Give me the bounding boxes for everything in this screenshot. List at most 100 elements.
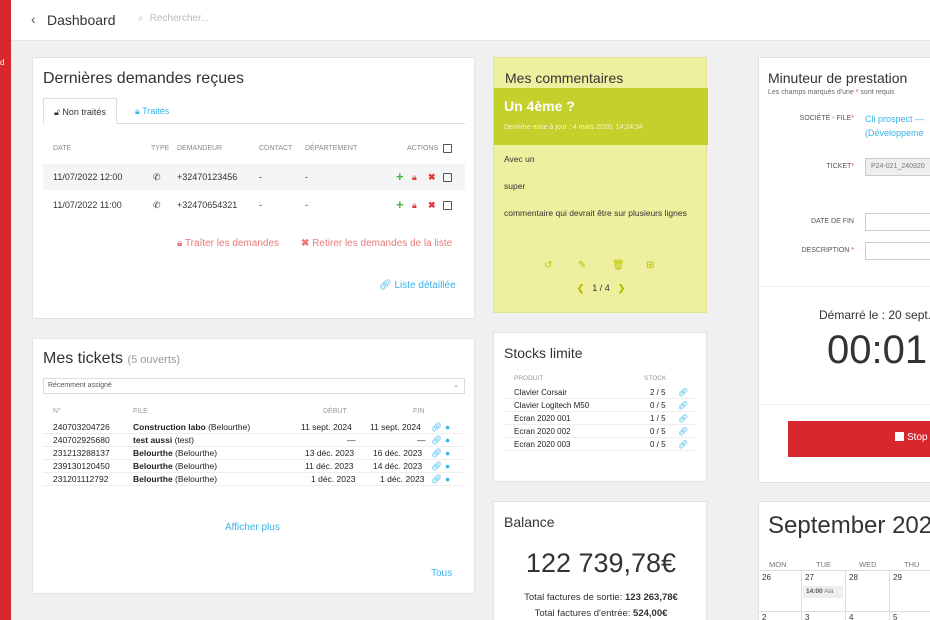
link-icon[interactable]: 🔗︎ <box>431 461 442 471</box>
table-row[interactable]: Clavier Logitech M50 0 / 5 🔗︎ <box>504 400 696 412</box>
comment-icon[interactable]: ● <box>445 448 451 458</box>
comment-icon[interactable]: ● <box>445 435 451 445</box>
retirer-label: Retirer les demandes de la liste <box>312 238 453 249</box>
table-row[interactable]: 240702925680 test aussi (test) — — 🔗︎ ● <box>43 434 465 447</box>
table-row[interactable]: Ecran 2020 003 0 / 5 🔗︎ <box>504 439 696 451</box>
table-row[interactable]: Ecran 2020 002 0 / 5 🔗︎ <box>504 426 696 438</box>
stocks-title: Stocks limite <box>504 345 583 361</box>
link-icon[interactable]: 🔗︎ <box>431 435 442 445</box>
filter-value: Récemment assigné <box>48 382 112 389</box>
ticket-file-client: (Belourthe) <box>172 448 218 458</box>
started-text: Démarré le : 20 sept. <box>819 308 930 322</box>
row-demandeur: +32470123456 <box>177 172 238 182</box>
societe-label: SOCIÉTÉ - FILE* <box>799 115 854 122</box>
calendar-card: September 2024 MON TUE WED THU 26 27 28 … <box>758 501 930 620</box>
close-icon[interactable]: ✖ <box>428 172 436 182</box>
tous-link[interactable]: Tous <box>431 568 453 579</box>
link-icon[interactable]: 🔗︎ <box>678 440 689 449</box>
demandes-card: Dernières demandes reçues 🔓︎ Non traités… <box>32 57 475 319</box>
datefin-field[interactable] <box>865 213 930 231</box>
afficher-plus-link[interactable]: Afficher plus <box>225 522 280 533</box>
comment-icon[interactable]: ● <box>445 474 451 484</box>
calendar-day[interactable]: 4 <box>849 613 854 620</box>
edit-icon[interactable]: ✎ <box>578 260 587 271</box>
subtitle-pre: Les champs marqués d'une <box>768 89 854 96</box>
plus-icon[interactable]: + <box>396 169 404 184</box>
table-row[interactable]: 231201112792 Belourthe (Belourthe) 1 déc… <box>43 473 465 486</box>
balance-card: Balance 122 739,78€ Total factures de so… <box>493 501 707 620</box>
tickets-count: (5 ouverts) <box>127 354 181 366</box>
calendar-day[interactable]: 28 <box>849 573 858 582</box>
col-stock: STOCK <box>644 375 667 382</box>
chevron-right-icon[interactable]: ❯ <box>617 283 626 293</box>
page-title[interactable]: Dashboard <box>47 12 116 28</box>
stop-button[interactable]: Stop <box>788 421 930 457</box>
close-icon[interactable]: ✖ <box>428 200 436 210</box>
search-placeholder: Rechercher... <box>149 13 210 24</box>
lock-icon[interactable]: 🔒︎ <box>412 172 417 182</box>
expand-icon[interactable]: ⊞ <box>646 260 655 271</box>
calendar-grid-line <box>759 570 930 571</box>
ticket-file-name: Belourthe <box>133 474 173 484</box>
balance-sortie: Total factures de sortie: 123 263,78€ <box>494 592 708 603</box>
calendar-event[interactable]: 14:00 Ala <box>803 586 843 598</box>
table-row[interactable]: 240703204726 Construction labo (Belourth… <box>43 421 465 434</box>
comment-icon[interactable]: ● <box>445 422 451 432</box>
link-icon[interactable]: 🔗︎ <box>678 414 689 423</box>
stock-produit: Ecran 2020 002 <box>514 427 571 436</box>
societe-value-sub[interactable]: (Développeme <box>865 128 924 138</box>
chevron-left-icon[interactable]: ❮ <box>576 283 585 293</box>
table-row[interactable]: Clavier Corsair 2 / 5 🔗︎ <box>504 387 696 399</box>
retirer-button[interactable]: ✖ Retirer les demandes de la liste <box>301 238 452 249</box>
ticket-fin: 11 sept. 2024 <box>370 422 421 432</box>
tickets-filter-select[interactable]: Récemment assigné ⌄ <box>43 378 465 394</box>
history-icon[interactable]: ↺ <box>544 260 553 271</box>
calendar-day[interactable]: 5 <box>893 613 898 620</box>
traiter-button[interactable]: 🔒︎ Traîter les demandes <box>177 238 279 249</box>
societe-value[interactable]: Cli prospect — <box>865 114 925 124</box>
link-icon[interactable]: 🔗︎ <box>678 388 689 397</box>
ticket-fin: 14 déc. 2023 <box>373 461 423 471</box>
row-checkbox[interactable] <box>443 173 452 182</box>
chevron-left-icon[interactable]: ‹ <box>31 11 36 27</box>
phone-icon: ✆ <box>153 200 161 210</box>
stop-icon <box>895 432 904 441</box>
calendar-day[interactable]: 3 <box>805 613 810 620</box>
calendar-day[interactable]: 26 <box>762 573 771 582</box>
link-icon[interactable]: 🔗︎ <box>431 422 442 432</box>
app-sidebar-strip[interactable]: d <box>0 0 11 620</box>
table-row[interactable]: 231213288137 Belourthe (Belourthe) 13 dé… <box>43 447 465 460</box>
trash-icon[interactable]: 🗑︎ <box>612 260 625 271</box>
calendar-day[interactable]: 27 <box>805 573 814 582</box>
divider <box>759 286 930 287</box>
link-icon[interactable]: 🔗︎ <box>431 474 442 484</box>
search-box[interactable]: ⌕ Rechercher... <box>138 13 209 24</box>
link-icon[interactable]: 🔗︎ <box>678 401 689 410</box>
tab-traites[interactable]: 🔒︎ Traités <box>125 98 179 124</box>
table-row[interactable]: Ecran 2020 001 1 / 5 🔗︎ <box>504 413 696 425</box>
table-row[interactable]: 11/07/2022 11:00 ✆ +32470654321 - - + 🔒︎… <box>43 192 465 218</box>
col-demandeur: DEMANDEUR <box>177 145 223 152</box>
minuteur-title: Minuteur de prestation <box>768 70 908 86</box>
calendar-day[interactable]: 2 <box>762 613 767 620</box>
plus-icon[interactable]: + <box>396 197 404 212</box>
row-contact: - <box>259 172 262 182</box>
lock-icon[interactable]: 🔒︎ <box>412 200 417 210</box>
comment-pager: ❮ 1 / 4 ❯ <box>494 283 708 294</box>
description-label-text: DESCRIPTION <box>801 247 850 254</box>
liste-detaillee-link[interactable]: 🔗︎ Liste détaillée <box>379 280 456 291</box>
calendar-day[interactable]: 29 <box>893 573 902 582</box>
ticket-field[interactable]: P24-021_240920 <box>865 158 930 176</box>
tab-non-traites[interactable]: 🔓︎ Non traités <box>43 98 117 124</box>
table-row[interactable]: 239130120450 Belourthe (Belourthe) 11 dé… <box>43 460 465 473</box>
entree-label: Total factures d'entrée: <box>534 608 631 619</box>
table-row[interactable]: 11/07/2022 12:00 ✆ +32470123456 - - + 🔒︎… <box>43 164 465 190</box>
stock-value: 2 / 5 <box>650 388 666 397</box>
description-field[interactable] <box>865 242 930 260</box>
comment-icon[interactable]: ● <box>445 461 451 471</box>
select-all-checkbox[interactable] <box>443 144 452 153</box>
link-icon[interactable]: 🔗︎ <box>431 448 442 458</box>
ticket-num: 240703204726 <box>53 422 110 432</box>
link-icon[interactable]: 🔗︎ <box>678 427 689 436</box>
row-checkbox[interactable] <box>443 201 452 210</box>
